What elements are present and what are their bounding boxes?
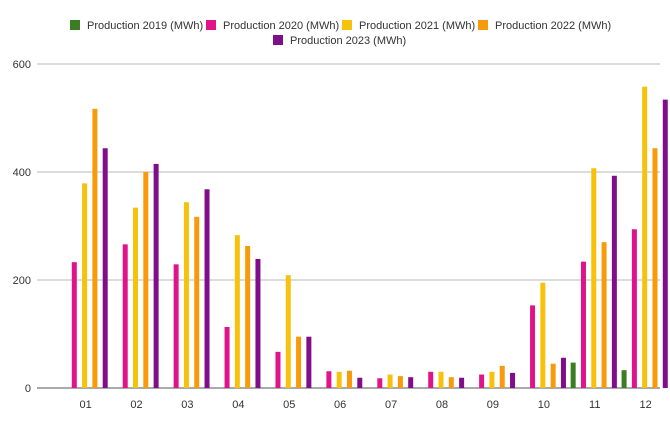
x-tick-label: 01 [79,399,91,411]
bar-group-02 [122,163,159,388]
bar [438,371,444,388]
y-tick-label: 400 [13,167,31,179]
y-tick-label: 600 [13,59,31,71]
x-tick-label: 08 [436,399,448,411]
legend-swatch [478,20,488,30]
legend-item: Production 2023 (MWh) [273,35,406,47]
bar [183,202,189,388]
x-tick-label: 03 [181,399,193,411]
bar [479,374,485,388]
gridlines [37,63,660,389]
bar [489,371,495,388]
bar-group-04 [224,235,261,388]
bar [224,326,230,388]
bar [133,207,139,388]
bar-group-06 [326,370,363,388]
bar-group-12 [621,86,668,389]
bar [642,86,648,389]
legend-item: Production 2020 (MWh) [206,20,339,32]
bar [285,275,291,388]
bar [346,370,352,388]
bar [560,357,566,388]
bar [82,183,88,388]
x-axis: 01 02 03 04 05 06 07 08 09 10 11 12 [79,399,651,411]
bar [550,363,556,388]
legend-item: Production 2021 (MWh) [342,20,475,32]
bar [143,172,149,388]
bar [275,351,281,388]
legend: Production 2019 (MWh) Production 2020 (MW… [70,20,611,47]
bar [601,242,607,388]
x-tick-label: 02 [130,399,142,411]
bar [387,374,393,388]
bar [255,258,261,388]
bar-group-05 [275,275,312,388]
bar [652,148,658,388]
legend-swatch [206,20,216,30]
x-tick-label: 09 [487,399,499,411]
bar [448,377,454,388]
bar [357,377,363,388]
bar-group-07 [377,374,414,388]
bar-group-10 [530,282,566,388]
legend-item: Production 2022 (MWh) [478,20,611,32]
bar [245,245,251,388]
x-tick-label: 12 [640,399,652,411]
x-tick-label: 11 [589,399,600,411]
legend-swatch [273,35,283,45]
bar [102,148,108,388]
bar [326,371,332,388]
bar [408,377,414,388]
bar [662,99,668,388]
bar [306,336,312,388]
bar [204,189,210,388]
bar [540,282,546,388]
bar [428,371,434,388]
y-tick-label: 200 [13,275,31,287]
bar [570,362,576,388]
bar-group-03 [173,189,210,388]
bar-group-01 [71,108,108,388]
x-tick-label: 06 [334,399,346,411]
bar-group-08 [428,371,465,388]
bar [153,163,159,388]
bar-group-09 [479,365,516,388]
bar [499,365,505,388]
bar [122,244,128,388]
bar [336,371,342,388]
x-tick-label: 10 [538,399,550,411]
bar [234,235,240,388]
legend-swatch [70,20,80,30]
bar [92,108,98,388]
x-tick-label: 07 [385,399,397,411]
bar [173,264,179,388]
x-tick-label: 05 [283,399,295,411]
legend-label: Production 2021 (MWh) [359,20,475,32]
bar [194,216,200,388]
legend-label: Production 2022 (MWh) [495,20,611,32]
bar [510,372,516,388]
bar [530,305,536,388]
legend-swatch [342,20,352,30]
bars [71,86,668,389]
x-tick-label: 04 [232,399,244,411]
bar [591,168,597,388]
legend-label: Production 2019 (MWh) [87,20,203,32]
y-tick-label: 0 [25,383,31,395]
legend-label: Production 2023 (MWh) [290,35,406,47]
bar [611,175,617,388]
y-axis: 0 200 400 600 [13,59,31,395]
bar [397,376,403,388]
bar [631,229,637,388]
legend-label: Production 2020 (MWh) [223,20,339,32]
bar [459,377,465,388]
bar [377,378,383,388]
bar [621,370,627,388]
bar [71,262,77,388]
bar [580,261,586,388]
bar [296,336,302,388]
bar-group-11 [570,168,617,388]
legend-item: Production 2019 (MWh) [70,20,203,32]
